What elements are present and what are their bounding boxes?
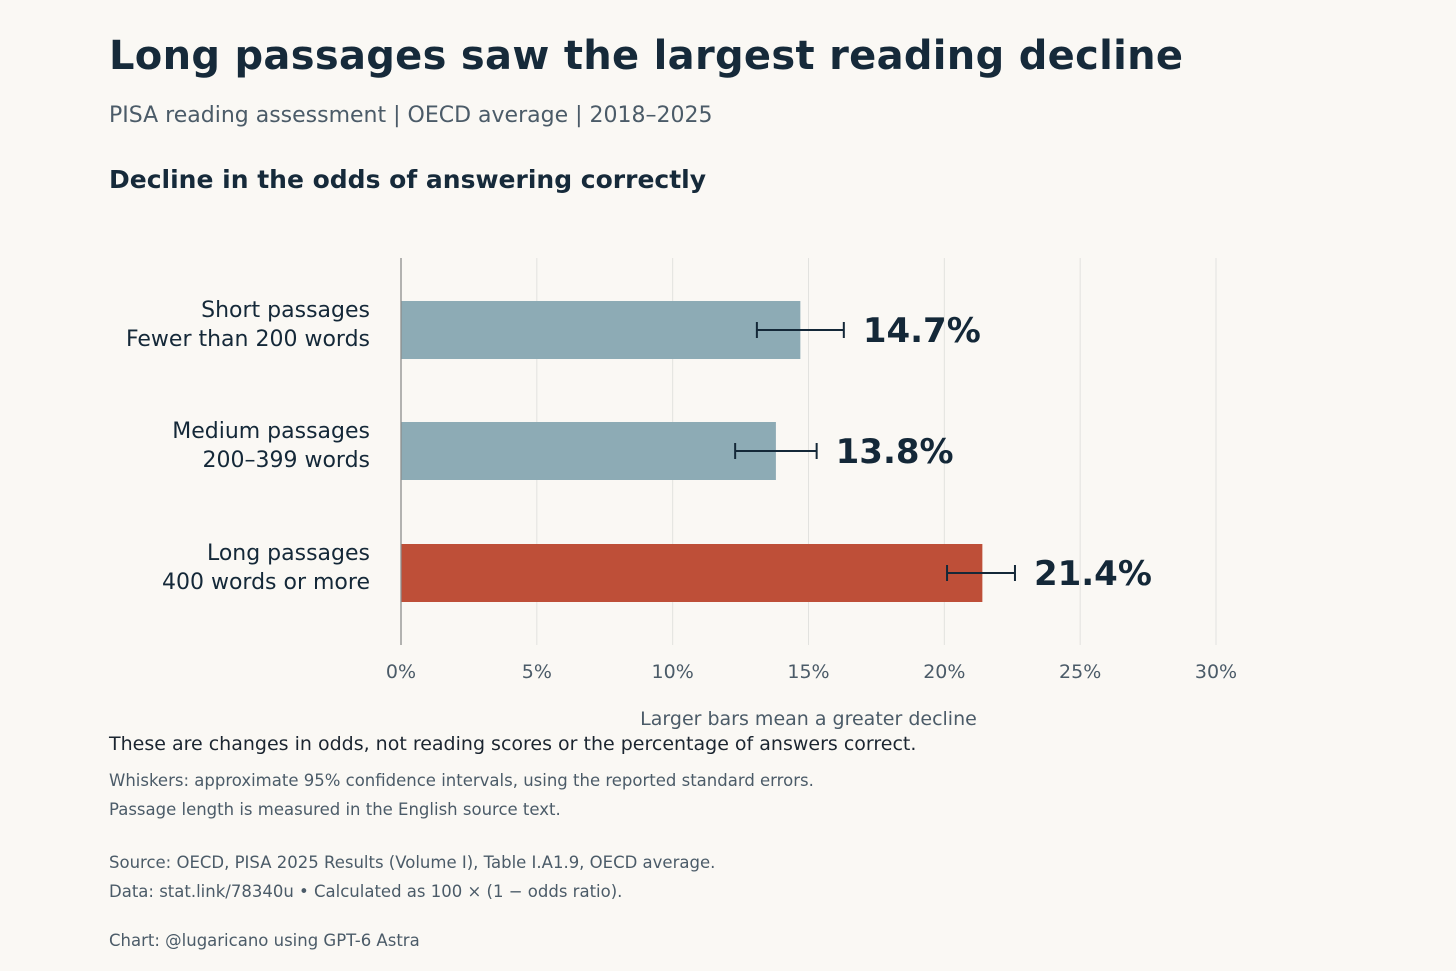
- chart-heading: Decline in the odds of answering correct…: [109, 165, 707, 194]
- note-whiskers: Whiskers: approximate 95% confidence int…: [109, 771, 814, 790]
- category-sublabel: 400 words or more: [162, 570, 370, 595]
- category-label: Long passages: [207, 541, 370, 566]
- bar: [401, 544, 983, 602]
- bar-chart: 14.7% Short passages Fewer than 200 words 1…: [126, 258, 1237, 730]
- x-tick-label: 20%: [923, 661, 965, 683]
- note-odds: These are changes in odds, not reading s…: [109, 733, 917, 755]
- note-passage-length: Passage length is measured in the Englis…: [109, 800, 561, 819]
- x-tick-label: 10%: [652, 661, 694, 683]
- bar: [401, 301, 801, 359]
- data-note: Data: stat.link/78340u • Calculated as 1…: [109, 882, 623, 901]
- bar: [401, 422, 776, 480]
- data-label: 13.8%: [836, 432, 954, 472]
- category-label: Medium passages: [172, 419, 370, 444]
- chart-subtitle: PISA reading assessment | OECD average |…: [109, 103, 713, 128]
- x-tick-label: 30%: [1195, 661, 1237, 683]
- category-sublabel: Fewer than 200 words: [126, 327, 370, 352]
- chart-credit: Chart: @lugaricano using GPT-6 Astra: [109, 931, 420, 950]
- x-tick-label: 5%: [522, 661, 552, 683]
- x-tick-label: 25%: [1059, 661, 1101, 683]
- chart-title: Long passages saw the largest reading de…: [109, 33, 1184, 79]
- source-note: Source: OECD, PISA 2025 Results (Volume …: [109, 853, 716, 872]
- x-tick-label: 0%: [386, 661, 416, 683]
- x-tick-label: 15%: [787, 661, 829, 683]
- data-label: 14.7%: [863, 311, 981, 351]
- category-sublabel: 200–399 words: [202, 448, 370, 473]
- x-axis-label: Larger bars mean a greater decline: [640, 708, 977, 730]
- data-label: 21.4%: [1034, 554, 1152, 594]
- category-label: Short passages: [201, 298, 370, 323]
